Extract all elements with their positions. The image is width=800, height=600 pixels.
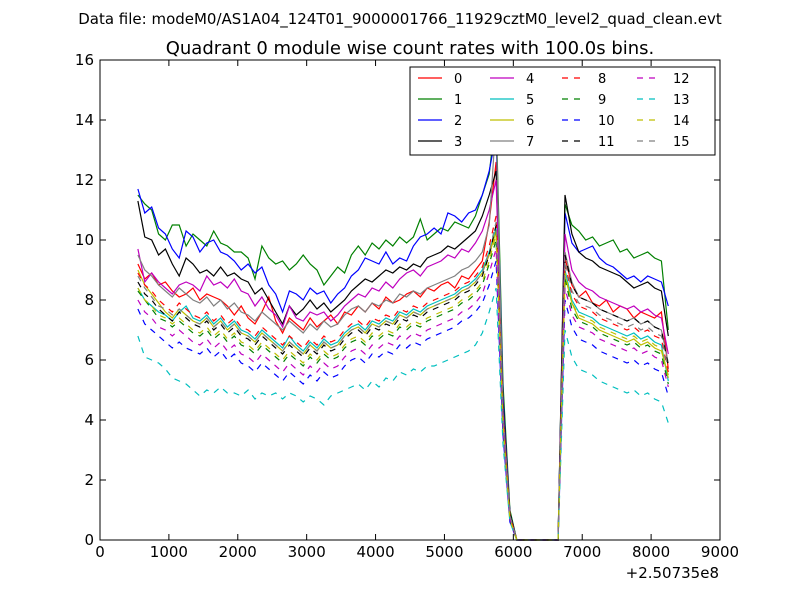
- series-line-7: [137, 119, 669, 541]
- chart-suptitle: Data file: modeM0/AS1A04_124T01_90000017…: [78, 10, 722, 29]
- series-line-13: [137, 287, 669, 541]
- series-line-11: [137, 224, 669, 541]
- x-tick-label: 1000: [150, 543, 188, 561]
- axis-ticks: 0 1000 2000 3000 4000 5000 6000 7000 8000 9000 0 2 4…: [75, 51, 739, 561]
- y-tick-label: 8: [84, 291, 94, 309]
- series-line-6: [137, 230, 669, 541]
- legend-label-4: 4: [526, 72, 534, 87]
- x-tick-label: 2000: [219, 543, 257, 561]
- x-tick-label: 0: [95, 543, 105, 561]
- y-tick-label: 10: [75, 231, 94, 249]
- series-line-8: [137, 215, 669, 541]
- x-tick-label: 5000: [425, 543, 463, 561]
- series-line-4: [137, 179, 669, 541]
- x-tick-label: 8000: [632, 543, 670, 561]
- legend-label-8: 8: [598, 72, 606, 87]
- chart-title: Quadrant 0 module wise count rates with …: [166, 38, 655, 59]
- legend-label-3: 3: [454, 135, 462, 150]
- series-line-0: [137, 161, 669, 541]
- y-tick-label: 2: [84, 471, 94, 489]
- legend-label-1: 1: [454, 93, 462, 108]
- legend-label-10: 10: [598, 114, 615, 129]
- legend-label-6: 6: [526, 114, 534, 129]
- legend-box: [409, 66, 716, 156]
- legend-label-9: 9: [598, 93, 606, 108]
- legend-label-12: 12: [673, 72, 690, 87]
- series-line-9: [137, 239, 669, 541]
- legend-label-11: 11: [598, 135, 615, 150]
- series-line-10: [137, 260, 669, 541]
- series-line-3: [137, 170, 669, 541]
- x-tick-label: 6000: [494, 543, 532, 561]
- legend-label-0: 0: [454, 72, 462, 87]
- x-tick-label: 7000: [563, 543, 601, 561]
- legend-label-14: 14: [673, 114, 690, 129]
- series-line-12: [137, 248, 669, 541]
- series-line-1: [137, 113, 669, 541]
- legend-label-15: 15: [673, 135, 690, 150]
- series-line-14: [137, 233, 669, 541]
- x-offset-label: +2.50735e8: [626, 564, 719, 582]
- y-tick-label: 6: [84, 351, 94, 369]
- y-tick-label: 14: [75, 111, 94, 129]
- legend-label-2: 2: [454, 114, 462, 129]
- x-tick-label: 3000: [288, 543, 326, 561]
- y-tick-label: 0: [84, 531, 94, 549]
- legend-label-7: 7: [526, 135, 534, 150]
- x-tick-label: 4000: [356, 543, 394, 561]
- y-tick-label: 16: [75, 51, 94, 69]
- x-tick-label: 9000: [701, 543, 739, 561]
- series-line-2: [137, 134, 669, 541]
- legend-label-5: 5: [526, 93, 534, 108]
- y-tick-label: 4: [84, 411, 94, 429]
- series-line-15: [137, 221, 669, 541]
- legend-label-13: 13: [673, 93, 690, 108]
- series-layer: [137, 113, 669, 541]
- series-line-5: [137, 227, 669, 541]
- y-tick-label: 12: [75, 171, 94, 189]
